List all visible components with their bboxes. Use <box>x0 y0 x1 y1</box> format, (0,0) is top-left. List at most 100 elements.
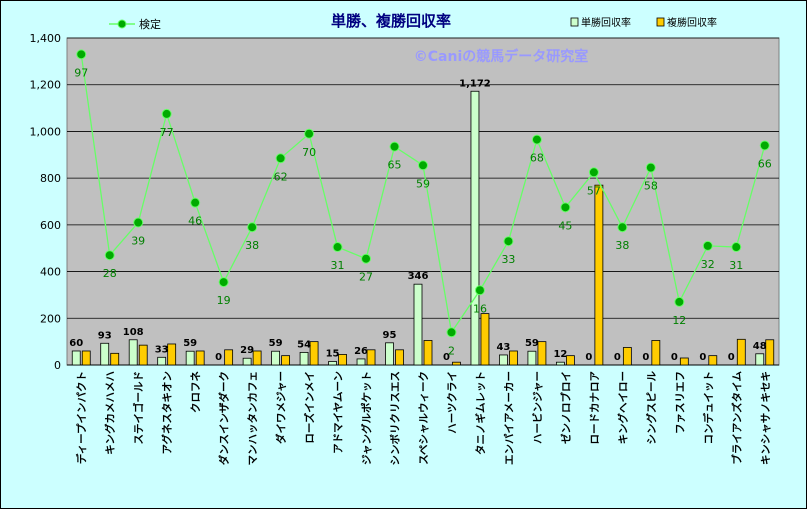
x-tick-label: ファスリエフ <box>674 371 686 434</box>
legend-kentei-marker <box>117 19 127 29</box>
fukusho-bar <box>452 361 461 366</box>
kentei-value-label: 45 <box>558 219 572 232</box>
kentei-value-label: 65 <box>388 159 402 172</box>
kentei-value-label: 38 <box>245 239 259 252</box>
kentei-point <box>531 134 542 145</box>
tansho-bar <box>100 342 110 366</box>
legend-tansho-swatch <box>570 17 579 27</box>
kentei-value-label: 38 <box>615 239 629 252</box>
x-tick-label: ゼンノロブロイ <box>559 371 572 444</box>
x-tick-label: コンデュイット <box>702 371 715 445</box>
tansho-value-label: 59 <box>525 338 539 349</box>
kentei-point <box>474 285 485 296</box>
legend: 検定 単勝回収率 複勝回収率 <box>109 16 717 31</box>
tansho-value-label: 95 <box>383 330 397 341</box>
tansho-value-label: 346 <box>408 271 429 282</box>
x-tick-label: ローズインメイ <box>303 371 316 444</box>
kentei-point <box>332 242 343 253</box>
kentei-value-label: 19 <box>217 294 231 307</box>
tansho-value-label: 0 <box>215 352 222 363</box>
kentei-value-label: 59 <box>416 177 430 190</box>
tansho-bar <box>413 283 423 366</box>
tansho-bar <box>185 350 195 366</box>
x-tick-label: キングヘイロー <box>616 371 629 444</box>
kentei-value-label: 39 <box>131 235 145 248</box>
x-tick-label: ハービンジャー <box>531 371 544 444</box>
tansho-bar <box>128 339 138 366</box>
tansho-bar <box>157 356 167 366</box>
y-tick-label: 1,000 <box>30 125 62 138</box>
data-labels: 60 93 108 33 59 0 29 59 54 15 26 95 346 0 1,172 43 59 12 0… <box>69 66 771 363</box>
kentei-point <box>418 160 428 171</box>
legend-fukusho-label: 複勝回収率 <box>667 16 717 29</box>
kentei-point <box>731 242 742 253</box>
gridlines <box>67 37 779 319</box>
tansho-value-label: 0 <box>728 352 735 363</box>
fukusho-bar <box>509 350 518 366</box>
y-tick-label: 400 <box>40 266 61 279</box>
kentei-point <box>76 49 87 60</box>
x-tick-label: ダンスインザダーク <box>218 371 231 465</box>
tansho-value-label: 0 <box>614 352 621 363</box>
tansho-value-label: 93 <box>98 330 112 341</box>
kentei-value-label: 77 <box>160 126 174 139</box>
fukusho-bar <box>395 349 404 366</box>
legend-tansho-label: 単勝回収率 <box>581 16 631 29</box>
fukusho-bar <box>708 355 718 366</box>
kentei-point <box>674 296 685 307</box>
kentei-value-label: 97 <box>74 66 88 79</box>
tansho-value-label: 0 <box>443 352 450 363</box>
kentei-value-label: 31 <box>729 259 743 272</box>
kentei-point <box>361 253 372 264</box>
x-tick-label: ジャングルポケット <box>360 371 373 465</box>
kentei-point <box>503 236 514 247</box>
fukusho-bar <box>309 341 319 366</box>
kentei-value-label: 68 <box>530 152 544 165</box>
kentei-line <box>76 49 770 338</box>
tansho-bar <box>556 361 565 366</box>
kentei-point <box>190 197 201 208</box>
fukusho-bar <box>622 347 632 366</box>
fukusho-bar <box>566 355 575 366</box>
tansho-value-label: 0 <box>585 352 592 363</box>
kentei-point <box>161 108 172 119</box>
kentei-value-label: 31 <box>331 259 345 272</box>
tansho-value-label: 60 <box>69 338 83 349</box>
x-tick-label: ディープインパクト <box>75 371 88 464</box>
kentei-value-label: 57 <box>587 184 601 197</box>
tansho-value-label: 26 <box>354 346 368 357</box>
y-tick-label: 0 <box>54 359 61 372</box>
fukusho-bar <box>537 341 547 366</box>
x-tick-label: アグネスタキオン <box>161 371 174 454</box>
tansho-bar <box>527 350 537 366</box>
fukusho-bar <box>224 349 234 366</box>
tansho-value-label: 0 <box>642 352 649 363</box>
tansho-bar <box>299 351 309 366</box>
x-tick-label: アドマイヤムーン <box>333 371 345 454</box>
fukusho-bar <box>765 339 775 366</box>
kentei-point <box>104 250 115 261</box>
kentei-value-label: 12 <box>672 314 686 327</box>
x-axis: ディープインパクト キングカメハメハ ステイゴールド アグネスタキオン クロフネ ダンスイ… <box>75 371 772 466</box>
fukusho-bar <box>423 340 433 366</box>
tansho-value-label: 15 <box>326 348 340 359</box>
kentei-point <box>617 222 628 233</box>
fukusho-bar <box>167 343 177 366</box>
x-tick-label: マンハッタンカフェ <box>247 371 259 466</box>
watermark: ©Caniの競馬データ研究室 <box>414 48 589 65</box>
fukusho-bar <box>81 350 91 366</box>
kentei-point <box>759 140 770 151</box>
fukusho-bar <box>138 344 148 366</box>
kentei-value-label: 28 <box>103 267 117 280</box>
x-tick-label: クロフネ <box>190 371 202 413</box>
fukusho-bar <box>736 338 746 366</box>
fukusho-bar <box>679 357 689 366</box>
x-tick-label: ダイワメジャー <box>275 371 288 444</box>
x-tick-label: シンボリクリスエス <box>389 371 402 466</box>
tansho-value-label: 59 <box>269 338 283 349</box>
tansho-value-label: 1,172 <box>459 78 491 89</box>
x-tick-label: ロードカナロア <box>589 371 601 445</box>
kentei-value-label: 70 <box>302 146 316 159</box>
